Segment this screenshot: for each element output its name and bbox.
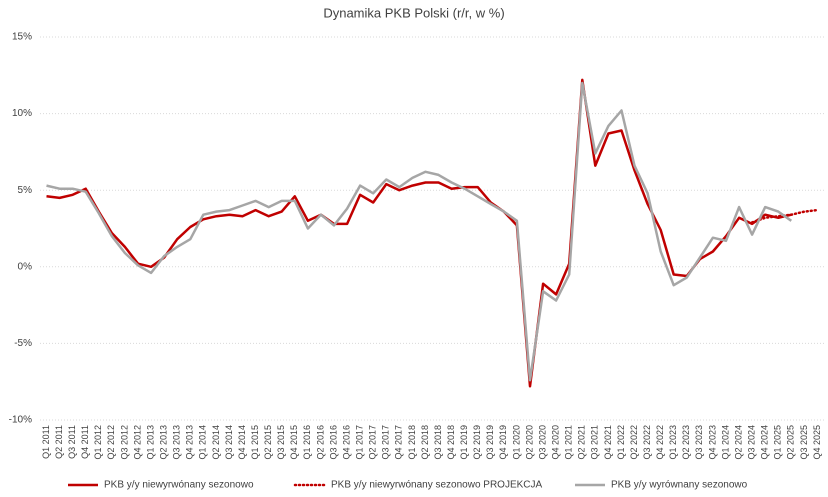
y-tick-label: 15% bbox=[12, 32, 32, 43]
x-tick-label: Q4 2022 bbox=[655, 425, 665, 460]
x-tick-label: Q1 2012 bbox=[93, 425, 103, 460]
x-tick-label: Q4 2018 bbox=[446, 425, 456, 460]
x-tick-label: Q4 2020 bbox=[551, 425, 561, 460]
x-tick-label: Q3 2012 bbox=[119, 425, 129, 460]
x-tick-label: Q2 2012 bbox=[106, 425, 116, 460]
x-tick-label: Q1 2016 bbox=[302, 425, 312, 460]
legend-label: PKB y/y niewyrwónany sezonowo bbox=[104, 480, 254, 491]
legend-label: PKB y/y wyrównany sezonowo bbox=[611, 480, 748, 491]
x-tick-label: Q2 2014 bbox=[211, 425, 221, 460]
x-tick-label: Q2 2021 bbox=[577, 425, 587, 460]
x-tick-label: Q1 2019 bbox=[459, 425, 469, 460]
x-tick-label: Q4 2012 bbox=[132, 425, 142, 460]
x-tick-label: Q4 2024 bbox=[760, 425, 770, 460]
x-tick-label: Q3 2020 bbox=[537, 425, 547, 460]
x-tick-label: Q4 2011 bbox=[80, 425, 90, 459]
y-tick-label: 0% bbox=[18, 261, 33, 272]
x-tick-label: Q4 2016 bbox=[341, 425, 351, 460]
legend-label: PKB y/y niewyrwónany sezonowo PROJEKCJA bbox=[331, 480, 543, 491]
x-tick-label: Q1 2024 bbox=[720, 425, 730, 460]
x-tick-label: Q1 2013 bbox=[145, 425, 155, 460]
x-tick-label: Q3 2013 bbox=[172, 425, 182, 460]
x-tick-label: Q1 2025 bbox=[773, 425, 783, 460]
x-tick-label: Q1 2015 bbox=[250, 425, 260, 460]
x-tick-label: Q1 2017 bbox=[355, 425, 365, 460]
x-tick-label: Q4 2021 bbox=[603, 425, 613, 460]
x-tick-label: Q2 2023 bbox=[681, 425, 691, 460]
x-tick-label: Q3 2015 bbox=[276, 425, 286, 460]
y-tick-label: -10% bbox=[9, 415, 32, 426]
x-tick-label: Q3 2011 bbox=[67, 425, 77, 459]
x-tick-label: Q1 2014 bbox=[198, 425, 208, 460]
x-tick-label: Q3 2021 bbox=[590, 425, 600, 460]
x-tick-label: Q3 2022 bbox=[642, 425, 652, 460]
x-tick-label: Q2 2018 bbox=[420, 425, 430, 460]
x-tick-label: Q2 2025 bbox=[786, 425, 796, 460]
x-tick-label: Q1 2023 bbox=[668, 425, 678, 460]
x-tick-label: Q2 2024 bbox=[733, 425, 743, 460]
x-tick-label: Q4 2013 bbox=[185, 425, 195, 460]
x-tick-label: Q2 2019 bbox=[472, 425, 482, 460]
x-tick-label: Q3 2016 bbox=[328, 425, 338, 460]
y-tick-label: 5% bbox=[18, 185, 33, 196]
x-tick-label: Q2 2022 bbox=[629, 425, 639, 460]
x-tick-label: Q2 2011 bbox=[54, 425, 64, 459]
x-tick-label: Q4 2019 bbox=[498, 425, 508, 460]
x-tick-label: Q4 2014 bbox=[237, 425, 247, 460]
x-tick-label: Q4 2023 bbox=[707, 425, 717, 460]
x-tick-label: Q2 2013 bbox=[159, 425, 169, 460]
x-tick-label: Q3 2019 bbox=[485, 425, 495, 460]
x-tick-label: Q2 2020 bbox=[524, 425, 534, 460]
x-tick-label: Q3 2017 bbox=[381, 425, 391, 460]
x-tick-label: Q3 2024 bbox=[747, 425, 757, 460]
x-tick-label: Q3 2023 bbox=[694, 425, 704, 460]
x-tick-label: Q1 2021 bbox=[564, 425, 574, 460]
y-tick-label: 10% bbox=[12, 108, 32, 119]
x-tick-label: Q4 2025 bbox=[812, 425, 822, 460]
series-line bbox=[46, 78, 792, 388]
x-tick-label: Q1 2020 bbox=[511, 425, 521, 460]
x-tick-label: Q4 2015 bbox=[289, 425, 299, 460]
x-tick-label: Q3 2025 bbox=[799, 425, 809, 460]
x-tick-label: Q1 2018 bbox=[407, 425, 417, 460]
x-tick-label: Q3 2018 bbox=[433, 425, 443, 460]
x-tick-label: Q3 2014 bbox=[224, 425, 234, 460]
series-line bbox=[46, 81, 793, 382]
chart-title: Dynamika PKB Polski (r/r, w %) bbox=[323, 5, 504, 20]
x-tick-label: Q2 2016 bbox=[315, 425, 325, 460]
x-tick-label: Q1 2011 bbox=[41, 425, 51, 459]
x-tick-label: Q4 2017 bbox=[394, 425, 404, 460]
x-tick-label: Q2 2015 bbox=[263, 425, 273, 460]
x-tick-label: Q2 2017 bbox=[368, 425, 378, 460]
x-tick-label: Q1 2022 bbox=[616, 425, 626, 460]
y-tick-label: -5% bbox=[14, 338, 32, 349]
